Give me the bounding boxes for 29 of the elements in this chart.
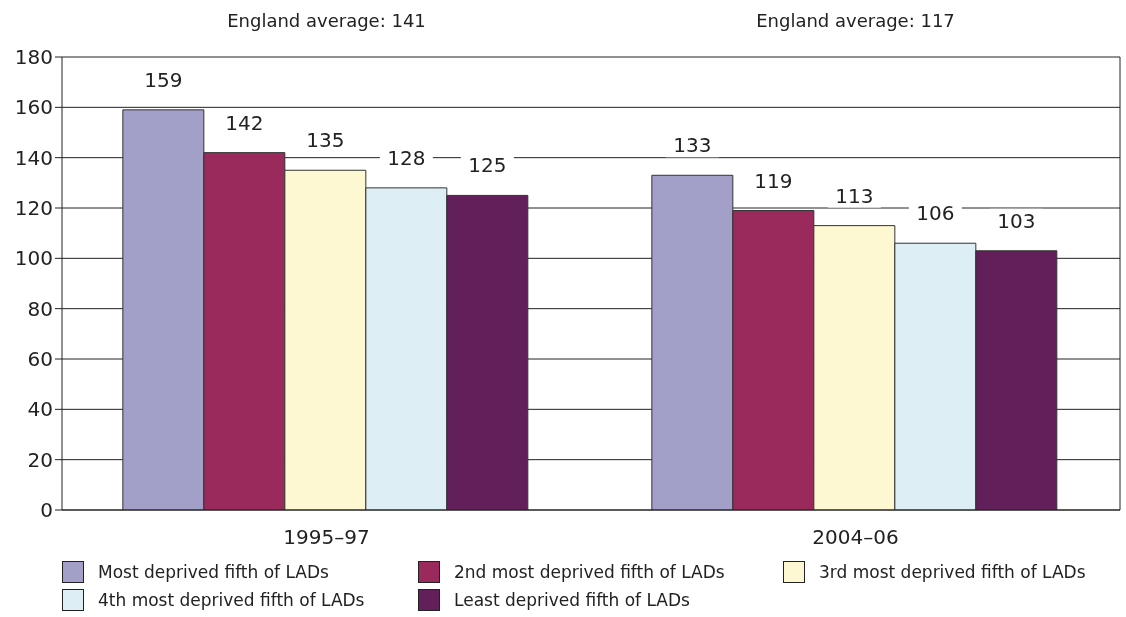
y-tick-label: 120 — [14, 196, 53, 221]
text: England average: 141 — [226, 10, 427, 31]
data-label: 133 — [673, 133, 712, 158]
data-label: 125 — [468, 153, 507, 178]
y-tick-label: 20 — [27, 447, 53, 472]
y-tick-label: 40 — [27, 397, 53, 422]
data-label: 119 — [754, 168, 793, 193]
y-tick-label: 100 — [14, 246, 53, 271]
text: England average: 117 — [755, 10, 956, 31]
data-label: 159 — [144, 67, 183, 92]
y-tick-label: 80 — [27, 296, 53, 321]
data-label: 103 — [997, 208, 1036, 233]
y-tick-label: 160 — [14, 95, 53, 120]
y-tick-label: 0 — [40, 498, 53, 523]
y-tick-label: 60 — [27, 347, 53, 372]
x-tick-label: 2004–06 — [812, 525, 899, 550]
data-label: 135 — [306, 128, 345, 153]
y-tick-label: 140 — [14, 145, 53, 170]
legend-label: Most deprived fifth of LADs — [98, 562, 329, 582]
legend-label: 2nd most deprived fifth of LADs — [454, 562, 725, 582]
legend-label: Least deprived fifth of LADs — [454, 590, 690, 610]
legend-label: 4th most deprived fifth of LADs — [98, 590, 365, 610]
data-label: 142 — [225, 110, 264, 135]
data-label: 128 — [387, 145, 426, 170]
data-label: 113 — [835, 183, 874, 208]
x-tick-label: 1995–97 — [283, 525, 370, 550]
data-label: 106 — [916, 201, 955, 226]
legend-label: 3rd most deprived fifth of LADs — [819, 562, 1086, 582]
y-tick-label: 180 — [14, 45, 53, 70]
